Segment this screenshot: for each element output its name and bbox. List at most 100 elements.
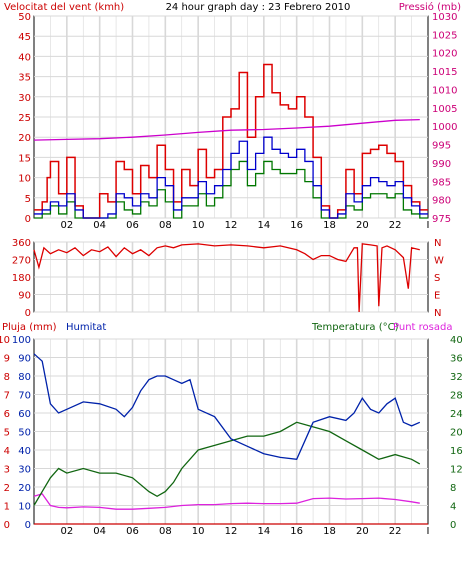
x-tick-label: 20 <box>356 220 369 231</box>
wind-pressure-panel: 02 04 06 08 10 12 14 16 18 20 22 I05101520253035404… <box>18 12 457 231</box>
x-tick-label: 14 <box>257 220 270 231</box>
temperature-y-tick: 36 <box>450 354 463 365</box>
compass-letter: N <box>434 308 441 319</box>
pressure-y-tick: 1000 <box>432 122 457 133</box>
humidity-y-tick: 80 <box>18 372 31 383</box>
x-tick-label: 04 <box>93 526 106 537</box>
rain-y-tick: 8 <box>4 372 10 383</box>
x-tick-label: 06 <box>126 526 139 537</box>
wind-y-tick: 0 <box>25 214 31 225</box>
rain-y-tick: 5 <box>4 428 10 439</box>
pressure-y-tick: 990 <box>432 159 451 170</box>
wind-y-tick: 10 <box>18 174 31 185</box>
compass-letter: E <box>434 291 440 302</box>
compass-letter: S <box>434 273 440 284</box>
wind-axis-label: Velocitat del vent (kmh) <box>4 2 124 13</box>
pressure-axis-label: Pressió (mb) <box>399 1 461 13</box>
x-tick-label: 02 <box>60 526 73 537</box>
pressure-y-tick: 1030 <box>432 12 457 23</box>
humidity-temperature-panel: 02 04 06 08 10 12 14 16 18 20 22 I01234567891001020… <box>0 335 463 537</box>
x-tick-label: 10 <box>192 526 205 537</box>
direction-y-tick: 180 <box>12 273 31 284</box>
rain-y-tick: 4 <box>4 446 10 457</box>
x-tick-label: 22 <box>389 220 402 231</box>
temperature-y-tick: 28 <box>450 391 463 402</box>
rain-y-tick: 10 <box>0 335 10 346</box>
chart-title: 24 hour graph day : 23 Febrero 2010 <box>166 2 351 13</box>
rain-y-tick: 0 <box>4 520 10 531</box>
pressure-y-tick: 1010 <box>432 85 457 96</box>
compass-letter: N <box>434 238 441 249</box>
x-tick-label: 12 <box>225 526 238 537</box>
humidity-axis-label: Humitat <box>66 322 106 333</box>
pressure-y-tick: 1005 <box>432 104 457 115</box>
temperature-y-tick: 16 <box>450 446 463 457</box>
humidity-y-tick: 20 <box>18 483 31 494</box>
pressure-y-tick: 995 <box>432 141 451 152</box>
rain-y-tick: 7 <box>4 391 10 402</box>
rain-y-tick: 3 <box>4 465 10 476</box>
rain-y-tick: 9 <box>4 354 10 365</box>
x-tick-label: 14 <box>257 526 270 537</box>
x-tick-label: 10 <box>192 220 205 231</box>
humidity-y-tick: 90 <box>18 354 31 365</box>
humidity-y-tick: 40 <box>18 446 31 457</box>
series-dewpoint-line <box>33 493 420 510</box>
humidity-y-tick: 70 <box>18 391 31 402</box>
rain-y-tick: 6 <box>4 409 10 420</box>
pressure-y-tick: 1020 <box>432 49 457 60</box>
pressure-y-tick: 1015 <box>432 67 457 78</box>
wind-y-tick: 30 <box>18 93 31 104</box>
wind-y-tick: 35 <box>18 73 31 84</box>
direction-y-tick: 90 <box>18 291 31 302</box>
humidity-y-tick: 50 <box>18 428 31 439</box>
series-humidity-line <box>33 353 421 461</box>
series-direction-line <box>33 243 420 313</box>
temperature-y-tick: 24 <box>450 409 463 420</box>
temperature-y-tick: 12 <box>450 465 463 476</box>
temperature-axis-label: Temperatura (°C) <box>311 322 399 333</box>
x-tick-label: I <box>427 220 430 231</box>
direction-y-tick: 360 <box>12 238 31 249</box>
temperature-y-tick: 32 <box>450 372 463 383</box>
series-temperature-line <box>33 421 421 506</box>
humidity-y-tick: 0 <box>25 520 31 531</box>
x-tick-label: 04 <box>93 220 106 231</box>
x-tick-label: 12 <box>225 220 238 231</box>
humidity-y-tick: 30 <box>18 465 31 476</box>
temperature-y-tick: 4 <box>450 502 456 513</box>
x-tick-label: 20 <box>356 526 369 537</box>
rain-axis-label: Pluja (mm) <box>2 322 57 333</box>
x-tick-label: 06 <box>126 220 139 231</box>
series-pressure-line <box>33 118 420 141</box>
humidity-y-tick: 100 <box>12 335 31 346</box>
x-tick-label: 02 <box>60 220 73 231</box>
dewpoint-axis-label: Punt rosada <box>393 322 452 333</box>
rain-y-tick: 2 <box>4 483 10 494</box>
x-tick-label: 08 <box>159 220 172 231</box>
wind-y-tick: 50 <box>18 12 31 23</box>
rain-y-tick: 1 <box>4 502 10 513</box>
wind-y-tick: 40 <box>18 52 31 63</box>
wind-y-tick: 20 <box>18 133 31 144</box>
pressure-y-tick: 1025 <box>432 30 457 41</box>
x-tick-label: I <box>427 526 430 537</box>
pressure-y-tick: 975 <box>432 214 451 225</box>
direction-y-tick: 270 <box>12 256 31 267</box>
wind-y-tick: 15 <box>18 153 31 164</box>
x-tick-label: 18 <box>323 526 336 537</box>
x-tick-label: 22 <box>389 526 402 537</box>
temperature-y-tick: 8 <box>450 483 456 494</box>
x-tick-label: 08 <box>159 526 172 537</box>
wind-y-tick: 5 <box>25 194 31 205</box>
compass-letter: W <box>434 256 444 267</box>
temperature-y-tick: 40 <box>450 335 463 346</box>
humidity-y-tick: 10 <box>18 502 31 513</box>
temperature-y-tick: 20 <box>450 428 463 439</box>
x-tick-label: 16 <box>290 220 303 231</box>
wind-y-tick: 25 <box>18 113 31 124</box>
wind-y-tick: 45 <box>18 32 31 43</box>
